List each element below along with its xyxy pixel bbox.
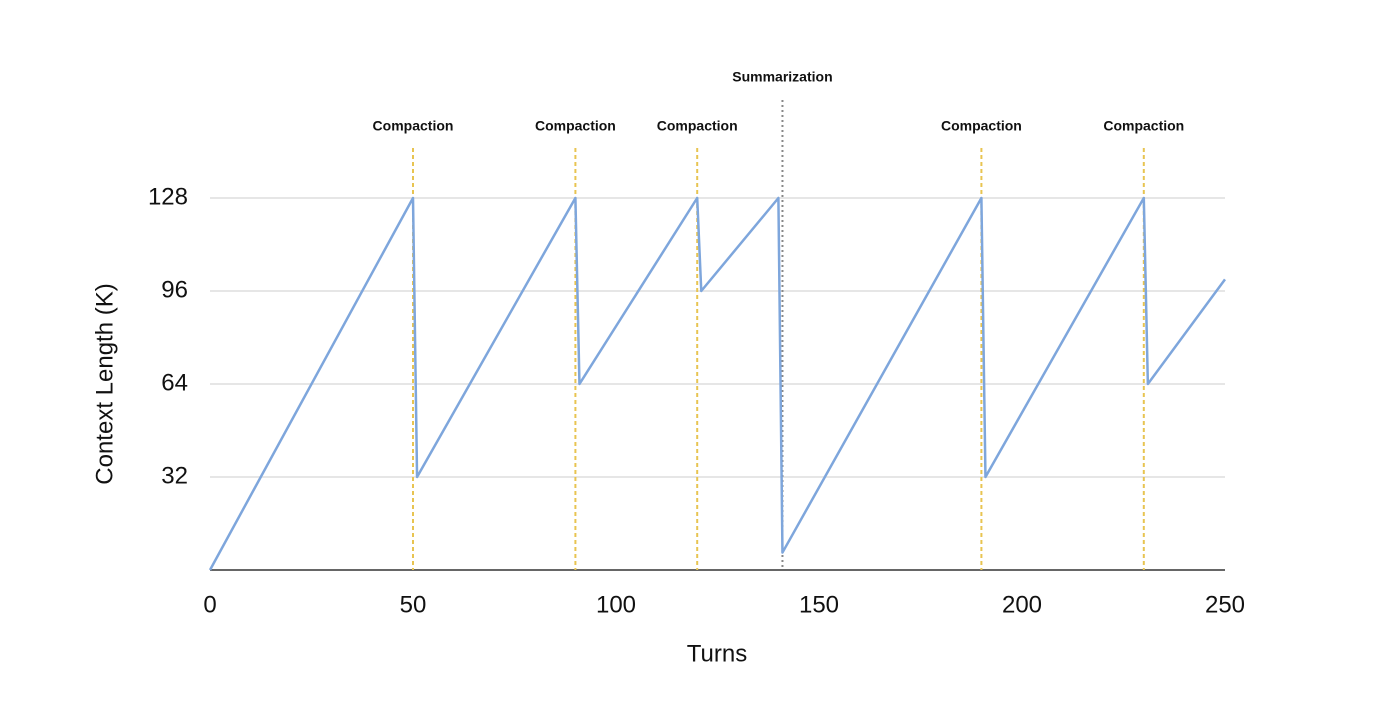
annotation-label: Compaction (657, 118, 738, 134)
annotation-label: Compaction (535, 118, 616, 134)
annotation-label: Compaction (941, 118, 1022, 134)
x-tick-label: 100 (596, 591, 636, 618)
x-tick-label: 200 (1002, 591, 1042, 618)
data-line (208, 196, 1227, 571)
y-axis-label: Context Length (K) (91, 283, 118, 484)
x-tick-label: 250 (1205, 591, 1245, 618)
y-tick-label: 128 (148, 183, 188, 210)
annotation-label: Compaction (373, 118, 454, 134)
y-tick-label: 32 (161, 462, 188, 489)
annotation-label: Summarization (732, 69, 832, 85)
x-axis-label: Turns (687, 640, 747, 667)
x-tick-label: 150 (799, 591, 839, 618)
x-tick-label: 50 (400, 591, 427, 618)
y-tick-label: 64 (161, 369, 188, 396)
x-tick-label: 0 (203, 591, 216, 618)
annotation-label: Compaction (1103, 118, 1184, 134)
y-tick-label: 96 (161, 276, 188, 303)
